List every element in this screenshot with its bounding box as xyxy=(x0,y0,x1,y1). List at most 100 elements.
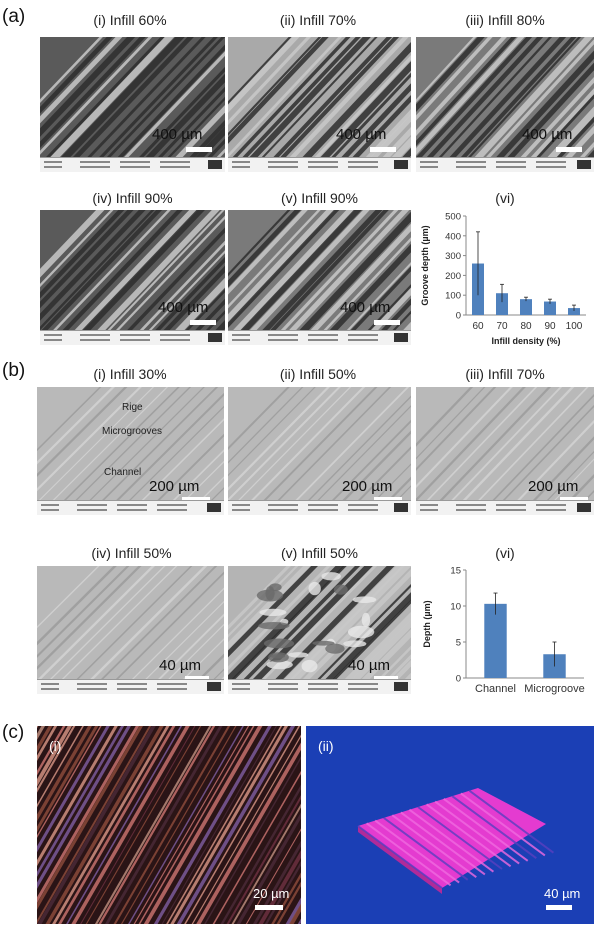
panel-b-label: (b) xyxy=(2,360,26,381)
sem-texture xyxy=(40,210,225,331)
sem-info-bar xyxy=(228,157,411,172)
chart-groove-depth-svg: 0 100 200 300 400 500 Groove depth (µm) 60 70 80 9… xyxy=(420,212,586,346)
scale-bar xyxy=(556,147,582,152)
scale-bar xyxy=(185,676,209,681)
y-tick-label: 300 xyxy=(445,251,461,262)
panel-a-label: (a) xyxy=(2,6,26,27)
b-ii-title: (ii) Infill 50% xyxy=(279,366,357,382)
profilometry-image-c-ii: (ii) 40 µm xyxy=(306,726,594,924)
scale-bar xyxy=(546,905,572,910)
profilometry-surface xyxy=(357,788,555,894)
x-axis-label: Infill density (%) xyxy=(491,336,560,346)
sem-info-bar xyxy=(37,679,224,694)
c-i-title: (i) xyxy=(49,738,62,754)
b-iii-title: (iii) Infill 70% xyxy=(465,366,545,382)
sem-info-bar xyxy=(37,500,224,515)
y-tick-label: 5 xyxy=(456,638,461,649)
sem-texture xyxy=(228,566,411,680)
sem-image-b-i: Rige Microgrooves Channel 200 µm xyxy=(37,387,224,515)
scale-bar xyxy=(374,676,398,681)
sem-texture xyxy=(228,387,411,501)
annotation-channel: Channel xyxy=(104,467,142,478)
bar xyxy=(484,603,507,678)
sem-image-b-iv: 40 µm xyxy=(37,566,224,694)
y-tick-label: 0 xyxy=(456,674,461,685)
axes xyxy=(463,569,584,679)
b-iv-title: (iv) Infill 50% xyxy=(91,545,172,561)
a-iii-title: (iii) Infill 80% xyxy=(465,12,545,28)
y-tick-label: 15 xyxy=(450,566,461,577)
bar xyxy=(568,308,580,315)
scale-bar xyxy=(190,320,216,325)
a-iv-title: (iv) Infill 90% xyxy=(92,190,173,206)
sem-image-b-v: 40 µm xyxy=(228,566,411,694)
scale-label: 200 µm xyxy=(342,478,393,495)
y-tick-label: 10 xyxy=(450,602,461,613)
scale-bar xyxy=(370,147,396,152)
bar xyxy=(496,293,508,315)
scale-label: 40 µm xyxy=(544,886,581,901)
sem-image-b-ii: 200 µm xyxy=(228,387,411,515)
chart-depth: 0 5 10 15 Depth (µm) Channel Microgroove xyxy=(416,562,594,702)
x-tick-label: 80 xyxy=(520,321,532,332)
c-ii-title: (ii) xyxy=(318,738,334,754)
scale-label: 400 µm xyxy=(522,126,573,143)
scale-bar xyxy=(374,497,402,502)
optical-image-c-i: (i) 20 µm xyxy=(37,726,301,924)
scale-label: 200 µm xyxy=(528,478,579,495)
optical-texture xyxy=(37,726,301,924)
b-v-title: (v) Infill 50% xyxy=(280,545,359,561)
y-tick-label: 0 xyxy=(456,311,461,322)
sem-info-bar xyxy=(40,330,225,345)
y-axis-label: Depth (µm) xyxy=(422,600,432,647)
scale-bar xyxy=(186,147,212,152)
sem-info-bar xyxy=(416,157,594,172)
scale-bar xyxy=(560,497,588,502)
scale-label: 20 µm xyxy=(253,886,290,901)
sem-image-a-v: 400 µm xyxy=(228,210,411,345)
annotation-microgrooves: Microgrooves xyxy=(102,426,163,437)
sem-info-bar xyxy=(228,500,411,515)
y-axis-label: Groove depth (µm) xyxy=(420,225,430,305)
sem-texture xyxy=(40,37,225,158)
b-vi-title: (vi) xyxy=(495,545,515,561)
sem-info-bar xyxy=(40,157,225,172)
a-i-title: (i) Infill 60% xyxy=(93,12,167,28)
sem-texture xyxy=(228,37,411,158)
bar xyxy=(520,299,532,315)
sem-image-a-iv: 400 µm xyxy=(40,210,225,345)
x-tick-label: Microgroove xyxy=(524,683,585,695)
a-ii-title: (ii) Infill 70% xyxy=(279,12,357,28)
scale-label: 400 µm xyxy=(340,299,391,316)
chart-depth-svg: 0 5 10 15 Depth (µm) Channel Microgroove xyxy=(422,566,585,696)
x-tick-label: 90 xyxy=(544,321,556,332)
a-v-title: (v) Infill 90% xyxy=(280,190,359,206)
sem-texture xyxy=(228,210,411,331)
y-tick-label: 100 xyxy=(445,291,461,302)
scale-label: 400 µm xyxy=(158,299,209,316)
b-i-title: (i) Infill 30% xyxy=(93,366,167,382)
scale-label: 200 µm xyxy=(149,478,200,495)
x-tick-label: 100 xyxy=(566,321,583,332)
y-tick-label: 200 xyxy=(445,271,461,282)
annotation-ridge: Rige xyxy=(122,402,143,413)
panel-c-label: (c) xyxy=(2,722,25,743)
scale-label: 400 µm xyxy=(336,126,387,143)
sem-image-a-iii: 400 µm xyxy=(416,37,594,172)
chart-groove-depth: 0 100 200 300 400 500 Groove depth (µm) 60 70 80 9… xyxy=(416,208,594,348)
sem-image-a-ii: 400 µm xyxy=(228,37,411,172)
x-tick-label: 70 xyxy=(496,321,508,332)
sem-texture xyxy=(416,37,594,158)
scale-bar xyxy=(255,905,283,910)
x-tick-label: Channel xyxy=(475,683,516,695)
scale-bar xyxy=(182,497,210,502)
sem-texture xyxy=(416,387,594,501)
scale-label: 40 µm xyxy=(159,657,201,674)
sem-texture xyxy=(37,566,224,680)
scale-label: 40 µm xyxy=(348,657,390,674)
x-tick-label: 60 xyxy=(472,321,484,332)
a-vi-title: (vi) xyxy=(495,190,515,206)
y-tick-label: 500 xyxy=(445,212,461,223)
sem-image-a-i: 400 µm xyxy=(40,37,225,172)
y-tick-label: 400 xyxy=(445,231,461,242)
